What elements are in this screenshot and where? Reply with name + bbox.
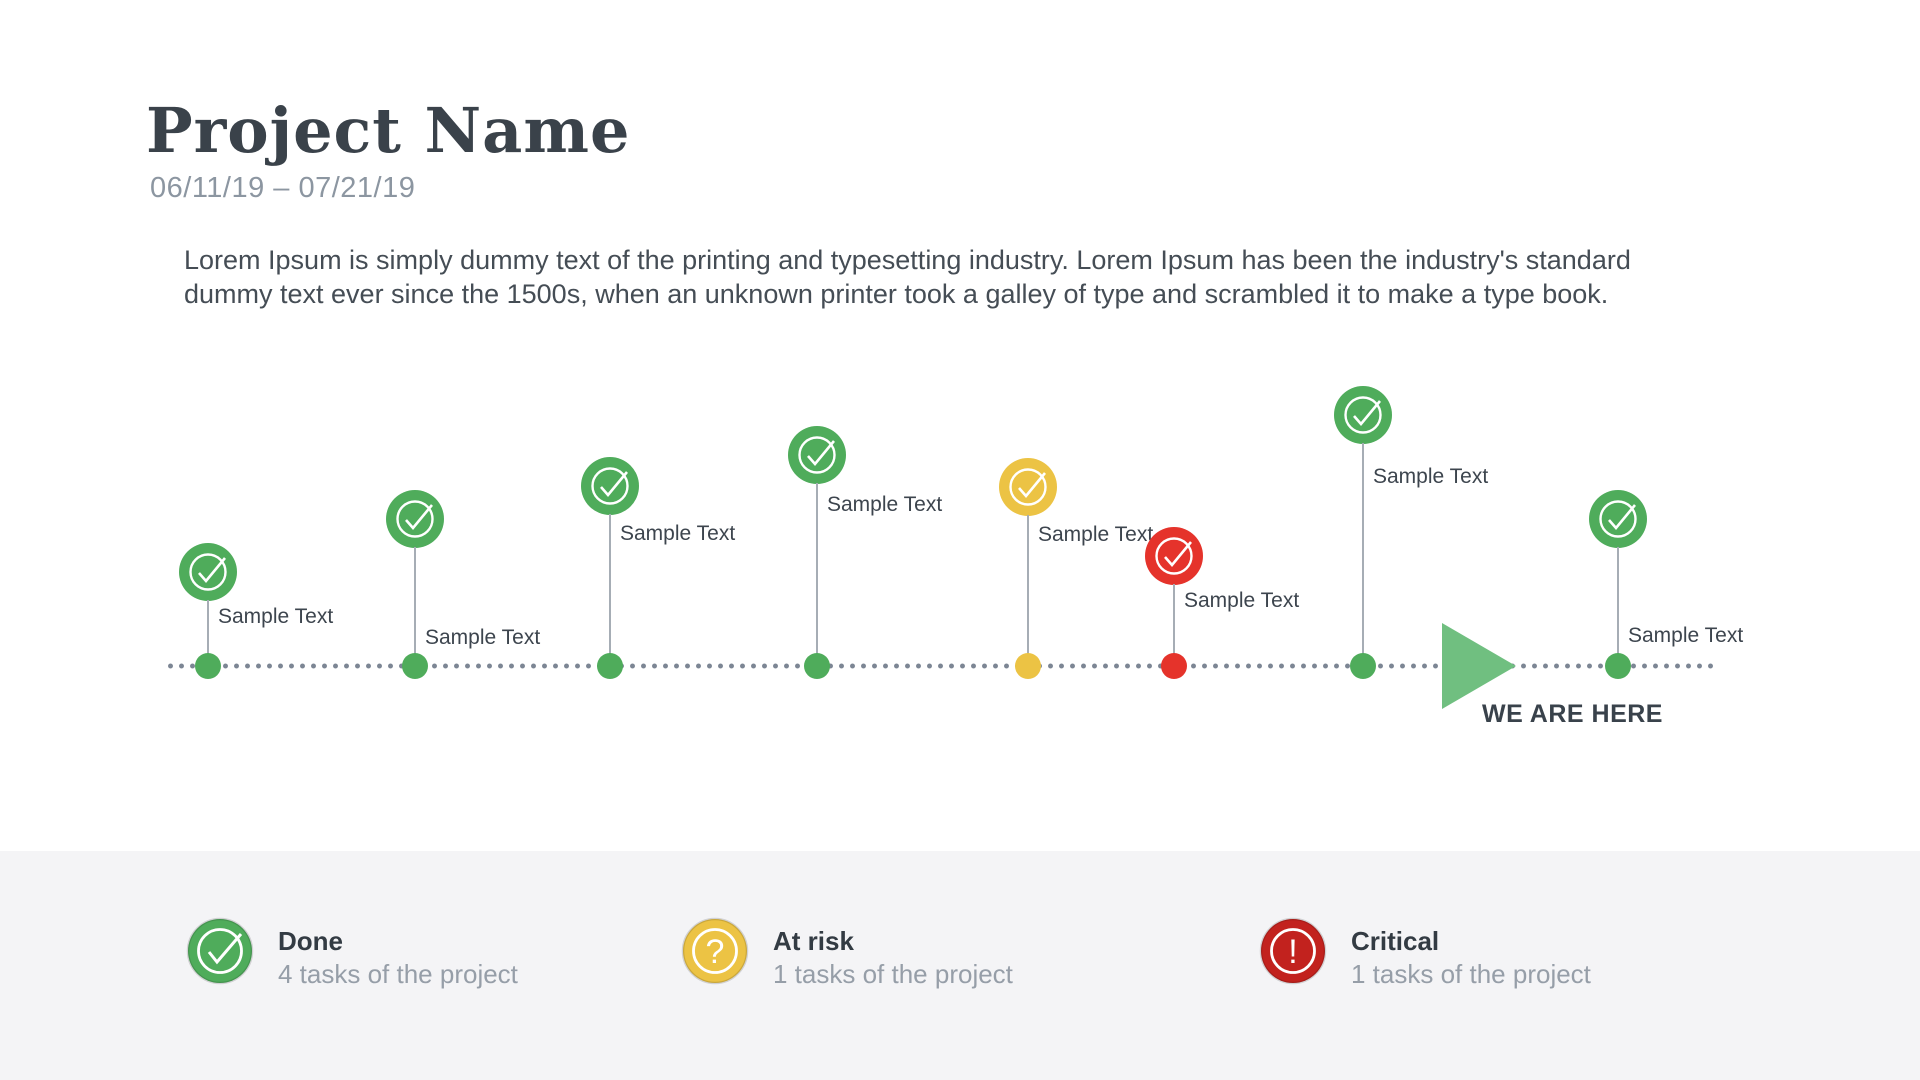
milestone-node-dot: [1350, 653, 1376, 679]
legend-item: ! Critical 1 tasks of the project: [1259, 917, 1591, 991]
svg-text:!: !: [1288, 933, 1297, 971]
milestone-label: Sample Text: [425, 626, 541, 649]
legend-item: ? At risk 1 tasks of the project: [681, 917, 1013, 991]
milestone-stem: [207, 600, 209, 666]
legend-subtitle: 1 tasks of the project: [773, 959, 1013, 989]
legend-title: At risk: [773, 926, 854, 956]
check-circle-icon: [179, 543, 237, 601]
milestone-label: Sample Text: [1038, 523, 1154, 546]
milestone-stem: [1027, 515, 1029, 666]
milestone-label: Sample Text: [1184, 589, 1300, 612]
check-circle-icon: [788, 426, 846, 484]
milestone-label: Sample Text: [218, 605, 334, 628]
milestone-label: Sample Text: [1628, 624, 1744, 647]
milestone-node-dot: [1605, 653, 1631, 679]
exclamation-circle-icon: !: [1259, 917, 1327, 985]
date-range: 06/11/19 – 07/21/19: [150, 172, 416, 204]
legend-footer-band: [0, 851, 1920, 1080]
milestone-stem: [1362, 443, 1364, 666]
milestone-node-dot: [1161, 653, 1187, 679]
we-are-here-triangle-icon: [1442, 623, 1516, 709]
milestone-stem: [414, 547, 416, 666]
legend-title: Done: [278, 926, 343, 956]
milestone-node-dot: [402, 653, 428, 679]
question-circle-icon: ?: [681, 917, 749, 985]
milestone-stem: [1173, 584, 1175, 666]
check-circle-icon: [186, 917, 254, 985]
legend-title: Critical: [1351, 926, 1440, 956]
milestone-node-dot: [1015, 653, 1041, 679]
milestone-label: Sample Text: [1373, 465, 1489, 488]
milestone-stem: [1617, 547, 1619, 666]
legend-subtitle: 1 tasks of the project: [1351, 959, 1591, 989]
check-circle-icon: [1334, 386, 1392, 444]
milestone-label: Sample Text: [620, 522, 736, 545]
check-circle-icon: [581, 457, 639, 515]
check-circle-icon: [1589, 490, 1647, 548]
milestone-node-dot: [597, 653, 623, 679]
we-are-here-label: WE ARE HERE: [1482, 700, 1663, 728]
milestone-stem: [816, 483, 818, 666]
milestone-node-dot: [195, 653, 221, 679]
svg-text:?: ?: [706, 933, 725, 971]
timeline-baseline-dotted-line: [165, 660, 1716, 672]
milestone-label: Sample Text: [827, 493, 943, 516]
legend-subtitle: 4 tasks of the project: [278, 959, 518, 989]
page-title: Project Name: [146, 93, 631, 167]
description-line: Lorem Ipsum is simply dummy text of the …: [184, 245, 1631, 275]
milestone-node-dot: [804, 653, 830, 679]
milestone-stem: [609, 514, 611, 666]
project-description: Lorem Ipsum is simply dummy text of the …: [184, 243, 1704, 311]
check-circle-icon: [999, 458, 1057, 516]
legend-item: Done 4 tasks of the project: [186, 917, 518, 991]
check-circle-icon: [1145, 527, 1203, 585]
check-circle-icon: [386, 490, 444, 548]
description-line: dummy text ever since the 1500s, when an…: [184, 279, 1609, 309]
